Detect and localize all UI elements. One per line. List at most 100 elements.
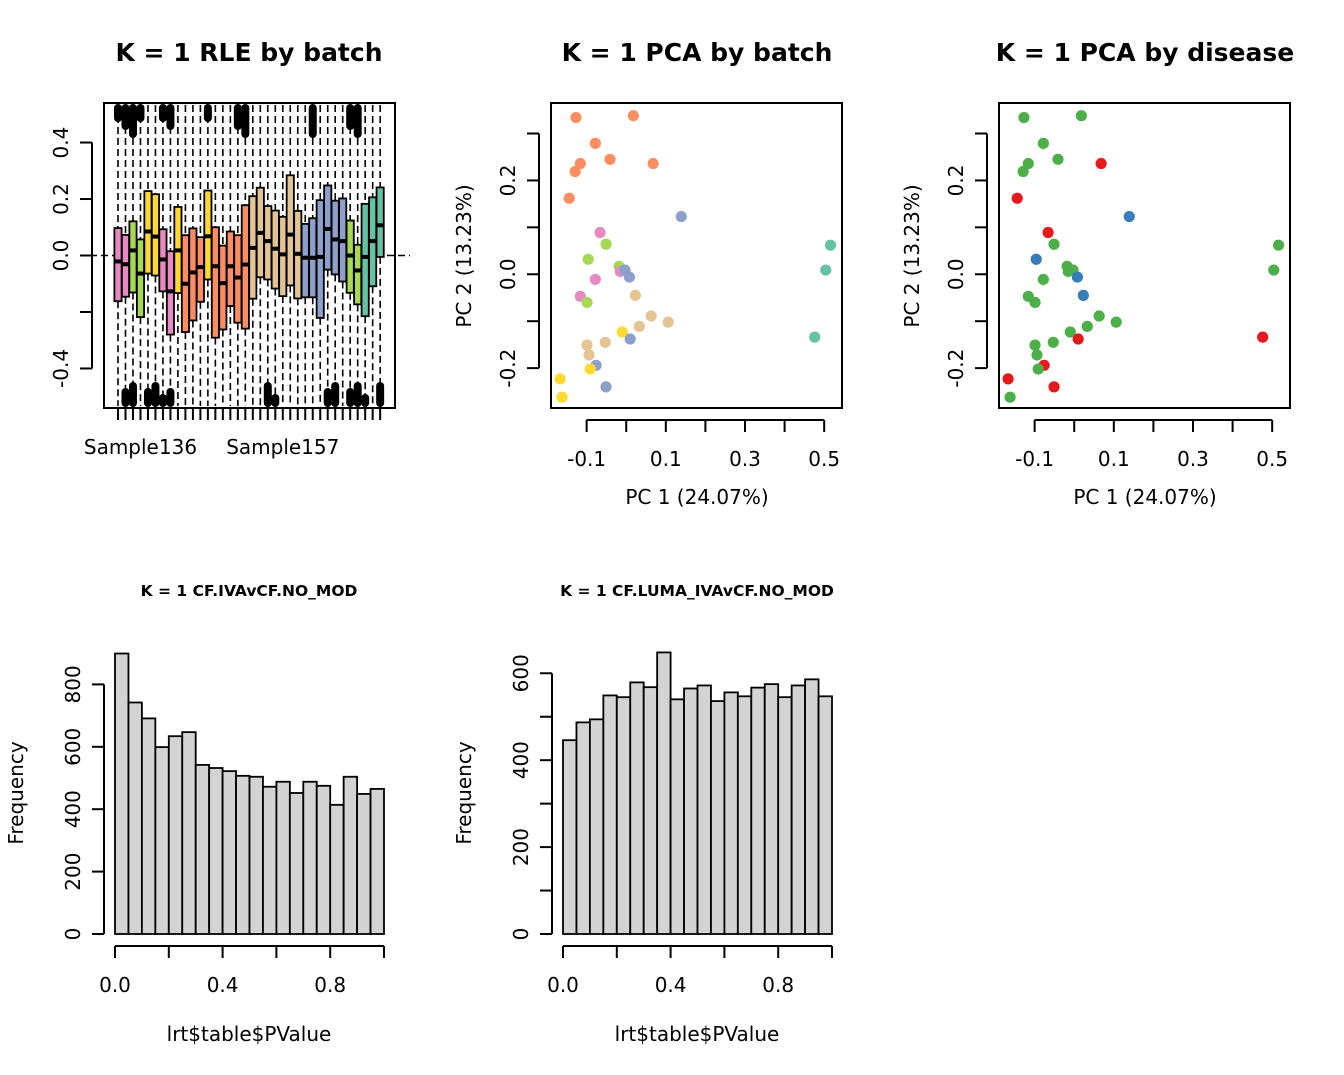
pca-batch-y-tick-label: -0.2 — [496, 349, 520, 388]
histogram-1-bar — [302, 780, 318, 935]
pca-disease-point-red — [1095, 157, 1107, 170]
pca-disease-point-red — [1048, 381, 1060, 393]
histogram-2-bar — [790, 684, 807, 935]
rle-outliers-bottom — [376, 382, 385, 407]
pca-disease-point-blue — [1071, 271, 1083, 283]
histogram-1-y-tick-label: 0 — [61, 928, 85, 941]
rle-outliers-bottom — [263, 382, 272, 407]
pca-disease-x-tick-label: 0.5 — [1256, 447, 1288, 471]
pca-batch-point-blue — [675, 210, 687, 223]
histogram-2-bar — [575, 721, 591, 935]
pca-disease-x-tick-label: 0.1 — [1098, 447, 1130, 471]
pca-batch-x-tick-label: -0.1 — [567, 447, 606, 471]
histogram-2-x-tick-label: 0.4 — [655, 973, 687, 997]
pca-disease-point-blue — [1077, 289, 1089, 301]
rle-box — [278, 215, 288, 298]
pca-batch-point-tan — [629, 289, 641, 301]
histogram-1-bar — [208, 767, 224, 935]
rle-box — [225, 230, 235, 307]
pca-batch-point-tan — [645, 310, 657, 322]
histogram-1-bar — [248, 775, 264, 935]
histogram-1-bar — [127, 701, 143, 935]
histogram-2-bar — [804, 678, 820, 935]
rle-outliers-top — [136, 104, 145, 122]
histogram-2-bar — [656, 651, 672, 935]
pca-disease-point-red — [1011, 192, 1023, 204]
pca-disease-panel: K = 1 PCA by disease -0.1 0.1 0.3 0.5 -0.2 0.… — [900, 38, 1294, 509]
pca-disease-point-red — [1072, 333, 1084, 345]
rle-outliers-top — [166, 104, 175, 130]
histogram-1-xlabel: lrt$table$PValue — [167, 1022, 332, 1046]
pca-disease-point-green — [1075, 110, 1087, 122]
rle-outliers-top — [241, 104, 250, 138]
pca-batch-point-orange — [589, 137, 601, 149]
pca-disease-point-green — [1032, 363, 1044, 375]
pca-batch-point-tan — [583, 349, 595, 361]
histogram-2-bar — [629, 681, 645, 935]
histogram-2-x-tick-label: 0.8 — [762, 973, 794, 997]
histogram-2-bar — [589, 718, 605, 935]
histogram-1-y-tick-label: 800 — [61, 665, 85, 703]
pca-disease-title: K = 1 PCA by disease — [996, 38, 1294, 67]
pca-disease-x-tick-label: -0.1 — [1015, 447, 1054, 471]
histogram-2-bar — [750, 686, 766, 935]
pca-batch-point-blue — [624, 333, 636, 345]
rle-outliers-bottom — [121, 388, 130, 407]
pca-disease-y-tick-label: 0.0 — [944, 258, 968, 290]
rle-outliers-top — [121, 104, 130, 130]
pca-disease-point-green — [1110, 316, 1122, 328]
histogram-1-y-tick-label: 200 — [61, 853, 85, 891]
rle-box — [195, 236, 205, 303]
histogram-1-y-tick-label: 400 — [61, 790, 85, 828]
histogram-2-bar — [683, 687, 699, 935]
rle-outliers-top — [346, 104, 355, 130]
rle-box — [353, 243, 363, 306]
histogram-1-bar — [154, 746, 170, 935]
pca-batch-panel: K = 1 PCA by batch -0.1 0.1 0.3 0.5 -0.2 0.0 0… — [452, 38, 843, 509]
rle-outliers-bottom — [158, 394, 167, 407]
pca-batch-point-orange — [569, 165, 581, 178]
pca-batch-point-orange — [563, 192, 575, 204]
rle-outliers-bottom — [361, 394, 370, 407]
histogram-1-bar — [114, 652, 130, 935]
rle-x-tick-label: Sample136 — [84, 435, 197, 459]
pca-batch-x-tick-label: 0.3 — [729, 447, 761, 471]
pca-batch-point-yellow — [584, 363, 596, 375]
rle-box — [315, 199, 325, 319]
pca-disease-point-green — [1268, 264, 1280, 276]
pca-disease-point-green — [1037, 137, 1049, 149]
histogram-1-panel: K = 1 CF.IVAvCF.NO_MOD 0.0 0.4 0.8 0 200 400 6… — [4, 582, 385, 1046]
histogram-2-xlabel: lrt$table$PValue — [615, 1022, 780, 1046]
histogram-2-x-tick-label: 0.0 — [547, 973, 579, 997]
rle-outliers-top — [158, 104, 167, 122]
histogram-1-bar — [356, 793, 372, 935]
pca-batch-point-orange — [570, 111, 582, 124]
pca-batch-point-tan — [581, 339, 593, 351]
pca-disease-x-tick-label: 0.3 — [1177, 447, 1209, 471]
histogram-1-bar — [194, 763, 211, 935]
rle-outliers-top — [203, 104, 212, 122]
pca-disease-point-green — [1029, 339, 1041, 351]
rle-box — [240, 204, 250, 330]
histogram-1-bar — [369, 788, 385, 935]
rle-outliers-bottom — [166, 388, 175, 407]
pca-batch-y-tick-label: 0.0 — [496, 258, 520, 290]
pca-batch-y-tick-label: 0.2 — [496, 165, 520, 197]
pca-batch-point-orange — [627, 110, 639, 122]
histogram-2-title: K = 1 CF.LUMA_IVAvCF.NO_MOD — [560, 582, 834, 600]
histogram-1-bar — [167, 735, 184, 935]
rle-outliers-bottom — [151, 382, 160, 407]
rle-box — [135, 238, 145, 318]
rle-outliers-bottom — [353, 382, 362, 407]
pca-batch-point-blue — [623, 271, 635, 283]
histogram-2-y-tick-label: 600 — [509, 654, 533, 692]
histogram-2-bar — [723, 691, 739, 935]
pca-disease-point-green — [1037, 273, 1049, 286]
histogram-2-bar — [710, 700, 726, 935]
histogram-2-bar — [615, 696, 632, 935]
pca-batch-title: K = 1 PCA by batch — [562, 38, 833, 67]
pca-batch-point-tan — [633, 320, 645, 332]
histogram-1-bar — [329, 803, 345, 935]
rle-box — [285, 174, 295, 287]
